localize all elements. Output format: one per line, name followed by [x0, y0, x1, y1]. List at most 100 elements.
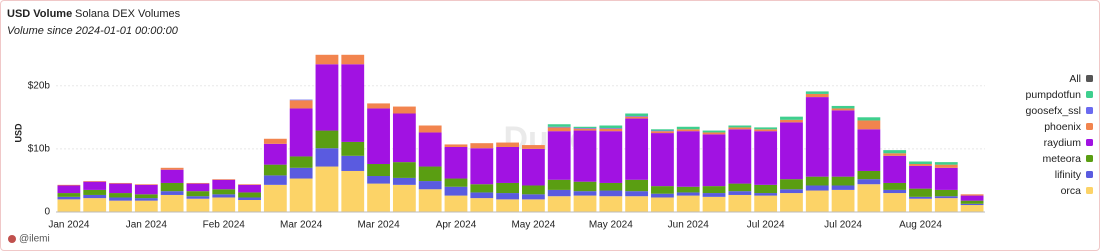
bar-segment	[831, 108, 855, 111]
bar-segment	[289, 167, 313, 179]
bar-segment	[651, 130, 674, 132]
bar-segment	[134, 194, 158, 199]
bar-segment	[496, 142, 519, 147]
bar-segment	[57, 199, 81, 212]
bar-segment	[831, 189, 855, 212]
x-tick-label: Jan 2024	[48, 220, 90, 231]
bar-segment	[676, 192, 700, 196]
author: @ilemi	[19, 234, 50, 245]
bar-segment	[418, 132, 442, 167]
legend-swatch	[1086, 91, 1093, 98]
bar-segment	[651, 133, 674, 187]
x-tick-label: Jun 2024	[668, 220, 710, 231]
bar-segment	[444, 195, 468, 212]
legend-label: lifinity	[1055, 169, 1082, 181]
bar-segment	[728, 129, 752, 184]
bar-segment	[444, 178, 468, 187]
bar-segment	[315, 148, 339, 167]
bar-segment	[831, 110, 855, 177]
bar-segment	[186, 191, 210, 197]
bar-segment	[728, 194, 752, 212]
bar-segment	[573, 128, 597, 131]
bar-segment	[831, 176, 855, 186]
bar-segment	[134, 200, 158, 212]
author-avatar	[8, 235, 16, 243]
bar-segment	[934, 189, 958, 197]
bar-segment	[83, 194, 107, 199]
bar-segment	[212, 197, 236, 212]
bar-segment	[212, 179, 236, 190]
bar-segment	[418, 181, 442, 190]
bar-segment	[573, 126, 597, 129]
bar-segment	[883, 189, 907, 194]
legend-swatch	[1086, 187, 1093, 194]
bar-segment	[418, 125, 442, 133]
bar-segment	[160, 169, 184, 183]
chart-subtitle: Solana DEX Volumes	[75, 8, 181, 20]
bar-segment	[418, 166, 442, 182]
bar-segment	[57, 184, 81, 186]
bar-segment	[238, 184, 261, 185]
bar-segment	[496, 193, 519, 200]
bar-segment	[676, 126, 700, 130]
bar-segment	[367, 164, 390, 177]
bar-segment	[109, 200, 132, 212]
bar-segment	[522, 194, 545, 200]
bar-segment	[263, 143, 287, 165]
bar-segment	[625, 118, 649, 180]
bar-segment	[470, 148, 494, 185]
bar-segment	[599, 125, 623, 129]
bar-segment	[522, 185, 545, 195]
bar-segment	[883, 150, 907, 154]
legend-swatch	[1086, 107, 1093, 114]
bar-segment	[754, 193, 778, 196]
bar-segment	[470, 192, 494, 199]
bar-segment	[57, 196, 81, 200]
legend-label: All	[1069, 73, 1081, 85]
bar-segment	[289, 99, 313, 101]
bar-segment	[315, 130, 339, 149]
bar-segment	[857, 184, 881, 212]
bar-segment	[934, 198, 958, 212]
bar-segment	[934, 167, 958, 190]
bar-segment	[960, 200, 984, 204]
bar-segment	[83, 189, 107, 195]
bar-segment	[754, 131, 778, 185]
bar-segment	[341, 170, 365, 212]
bar-segment	[263, 138, 287, 144]
bar-segment	[83, 181, 107, 190]
bar-segment	[651, 129, 674, 131]
x-tick-label: May 2024	[511, 220, 555, 231]
bar-segment	[470, 143, 494, 149]
bar-segment	[367, 183, 390, 212]
bar-segment	[315, 54, 339, 65]
bar-segment	[547, 124, 571, 127]
bar-segment	[444, 186, 468, 196]
bar-segment	[109, 193, 132, 198]
bar-segment	[805, 176, 829, 186]
bar-segment	[212, 179, 236, 180]
bar-segment	[134, 184, 158, 185]
bar-segment	[702, 134, 726, 187]
bar-segment	[599, 190, 623, 197]
bar-segment	[857, 120, 881, 130]
bar-segment	[651, 186, 674, 194]
bar-segment	[728, 183, 752, 192]
legend-label: orca	[1061, 185, 1082, 197]
bar-segment	[909, 198, 932, 212]
bar-segment	[754, 184, 778, 194]
bar-segment	[496, 199, 519, 212]
bar-segment	[857, 170, 881, 180]
bar-segment	[315, 64, 339, 131]
bar-segment	[392, 162, 416, 178]
bar-segment	[599, 128, 623, 132]
bar-segment	[831, 105, 855, 109]
bar-segment	[728, 125, 752, 128]
bar-segment	[676, 186, 700, 193]
legend-label: meteora	[1042, 153, 1081, 165]
bar-segment	[857, 179, 881, 185]
bar-segment	[547, 126, 571, 128]
x-tick-label: Jul 2024	[747, 220, 785, 231]
bar-segment	[418, 189, 442, 212]
